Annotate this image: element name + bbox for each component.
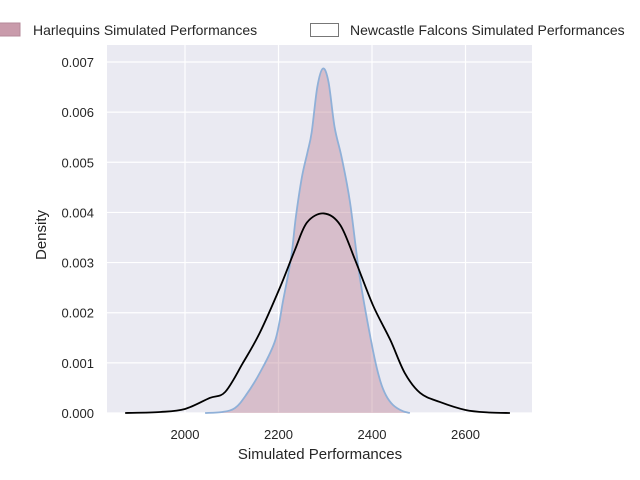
harlequins-density-line — [205, 67, 411, 414]
y-tick-label: 0.007 — [61, 55, 94, 70]
y-tick-label: 0.000 — [61, 406, 94, 421]
legend-label-harlequins: Harlequins Simulated Performances — [33, 22, 257, 38]
y-axis-label: Density — [33, 209, 50, 260]
legend: Harlequins Simulated Performances Newcas… — [0, 22, 625, 38]
plot-area — [107, 45, 532, 413]
y-tick-label: 0.004 — [61, 205, 94, 220]
y-tick-label: 0.006 — [61, 105, 94, 120]
newcastle-density-line — [125, 212, 510, 414]
harlequins-density-fill — [205, 68, 410, 413]
tick-labels: 2000 2200 2400 2600 0.000 0.001 0.002 0.003 0.00… — [61, 55, 480, 442]
legend-swatch-newcastle — [310, 23, 339, 37]
y-tick-label: 0.005 — [61, 155, 94, 170]
legend-label-newcastle: Newcastle Falcons Simulated Performances — [350, 22, 625, 38]
y-tick-label: 0.001 — [61, 356, 94, 371]
y-tick-label: 0.002 — [61, 306, 94, 321]
grid-lines — [107, 45, 532, 414]
legend-swatch-harlequins — [0, 22, 21, 37]
x-tick-label: 2600 — [451, 427, 480, 442]
x-tick-label: 2000 — [171, 427, 200, 442]
series-layer — [125, 67, 510, 414]
x-tick-label: 2400 — [358, 427, 387, 442]
y-tick-label: 0.003 — [61, 256, 94, 271]
x-axis-label: Simulated Performances — [238, 446, 402, 463]
x-tick-label: 2200 — [264, 427, 293, 442]
